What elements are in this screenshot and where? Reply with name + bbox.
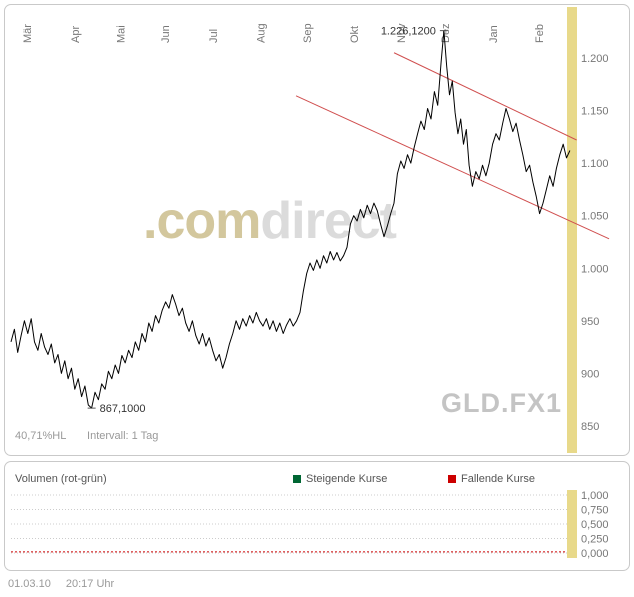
x-axis-label: Nov: [396, 23, 408, 43]
x-axis-label: Jun: [160, 25, 172, 43]
extreme-label: 867,1000: [100, 403, 146, 415]
x-axis-label: Feb: [534, 24, 546, 43]
trendline: [393, 52, 577, 141]
legend-label-falling: Fallende Kurse: [461, 473, 535, 485]
symbol-label: GLD.FX1: [441, 388, 563, 418]
y-axis-label: 1.100: [581, 158, 609, 170]
x-axis-label: Aug: [255, 23, 267, 43]
y-axis-label: 1.200: [581, 53, 609, 65]
y-axis-label: 950: [581, 316, 599, 328]
x-axis-label: Okt: [349, 26, 361, 43]
volume-y-axis-label: 0,250: [581, 534, 609, 546]
legend-label-rising: Steigende Kurse: [306, 473, 388, 485]
timestamp-footer: 01.03.10 20:17 Uhr: [8, 578, 114, 590]
x-axis-label: Mär: [22, 24, 34, 43]
y-axis-label: 1.050: [581, 211, 609, 223]
x-axis-label: Apr: [70, 26, 82, 43]
x-axis-label: Jul: [208, 29, 220, 43]
chart-footer: 40,71%HL Intervall: 1 Tag: [15, 430, 158, 442]
volume-y-axis-label: 0,500: [581, 519, 609, 531]
watermark-com: .com: [143, 192, 261, 250]
x-axis-label: Mai: [115, 25, 127, 43]
y-axis-label: 900: [581, 368, 599, 380]
volume-title: Volumen (rot-grün): [15, 473, 107, 485]
range-percent-label: 40,71%HL: [15, 430, 66, 442]
volume-chart: 1,000 0,750 0,500 0,250 0,000: [11, 490, 609, 560]
price-chart-panel: .comdirect GLD.FX1 Mär Apr Mai Jun Jul Aug Sep…: [4, 4, 630, 456]
latest-session-band: [567, 490, 577, 558]
x-axis-label: Sep: [302, 23, 314, 43]
volume-panel: Volumen (rot-grün) Steigende Kurse Falle…: [4, 461, 630, 571]
watermark-direct: direct: [260, 192, 397, 250]
y-axis-label: 850: [581, 421, 599, 433]
falling-courses-swatch-icon: [448, 475, 456, 483]
volume-y-axis-label: 0,750: [581, 505, 609, 517]
x-axis-label: Jan: [488, 25, 500, 43]
date-label: 01.03.10: [8, 578, 51, 590]
y-axis-label: 1.150: [581, 106, 609, 118]
legend-item-rising: Steigende Kurse: [293, 473, 387, 485]
trendline: [295, 95, 610, 240]
volume-y-axis-label: 0,000: [581, 548, 609, 560]
extreme-label: 1.226,1200: [381, 26, 436, 38]
x-axis-label: Dez: [440, 23, 452, 43]
volume-y-axis-label: 1,000: [581, 490, 609, 502]
price-chart: Mär Apr Mai Jun Jul Aug Sep Okt Nov Dez Jan Feb 1.20…: [10, 7, 610, 453]
comdirect-watermark: .comdirect: [143, 191, 397, 251]
latest-session-band: [567, 7, 577, 453]
rising-courses-swatch-icon: [293, 475, 301, 483]
interval-label: Intervall: 1 Tag: [87, 430, 159, 442]
legend-item-falling: Fallende Kurse: [448, 473, 535, 485]
y-axis-label: 1.000: [581, 263, 609, 275]
time-label: 20:17 Uhr: [65, 578, 115, 590]
price-line: [10, 30, 571, 409]
